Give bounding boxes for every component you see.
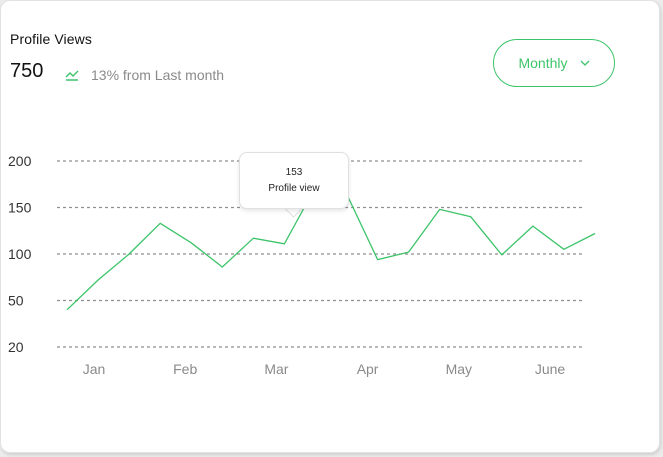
trend-text: 13% from Last month (91, 67, 225, 83)
x-tick-label: Feb (173, 361, 197, 377)
x-tick-label: Apr (357, 361, 379, 377)
card-title: Profile Views (10, 31, 92, 47)
chart-tooltip: 153 Profile view (239, 152, 349, 209)
y-tick-label: 100 (8, 246, 32, 262)
period-dropdown-label: Monthly (518, 55, 568, 71)
y-tick-label: 20 (8, 339, 24, 355)
x-tick-label: Mar (264, 361, 288, 377)
profile-views-count: 750 (10, 60, 44, 82)
x-tick-label: May (446, 361, 472, 377)
y-tick-label: 150 (8, 200, 32, 216)
x-tick-label: Jan (83, 361, 106, 377)
tooltip-label: Profile view (268, 183, 320, 194)
period-dropdown[interactable]: Monthly (493, 39, 615, 87)
x-tick-label: June (535, 361, 566, 377)
trend-up-icon (65, 70, 79, 81)
tooltip-value: 153 (285, 167, 303, 178)
y-tick-label: 50 (8, 293, 24, 309)
chevron-down-icon (580, 60, 589, 66)
trend-indicator: 13% from Last month (65, 67, 224, 83)
y-tick-label: 200 (8, 153, 32, 169)
